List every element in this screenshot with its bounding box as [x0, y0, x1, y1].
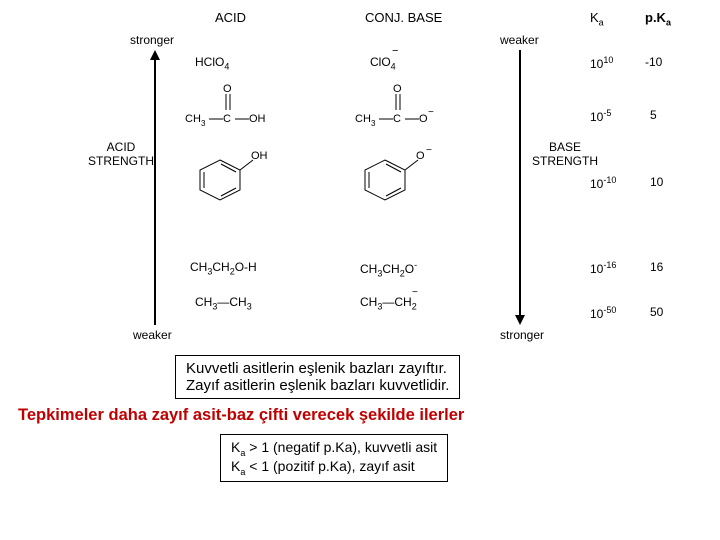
svg-text:O: O — [419, 113, 428, 125]
pka-sub: a — [666, 18, 671, 28]
right-arrow-top-label: weaker — [500, 33, 539, 47]
r4-ka: 10-16 — [590, 260, 616, 276]
r2-base-struct: CH3 C O − O — [355, 82, 445, 137]
svg-text:3: 3 — [201, 119, 206, 128]
r3-ka: 10-10 — [590, 175, 616, 191]
reaction-rule-text: Tepkimeler daha zayıf asit-baz çifti ver… — [18, 406, 464, 425]
left-arrow-bottom-label: weaker — [133, 328, 172, 342]
svg-text:O: O — [393, 83, 402, 95]
svg-text:OH: OH — [249, 113, 266, 125]
r2-pka: 5 — [650, 108, 657, 122]
r3-pka: 10 — [650, 175, 663, 189]
svg-text:C: C — [223, 113, 231, 125]
ka-rule-box: Ka > 1 (negatif p.Ka), kuvvetli asit Ka … — [220, 434, 448, 482]
r4-pka: 16 — [650, 260, 663, 274]
svg-text:OH: OH — [251, 150, 268, 162]
r2-acid-struct: CH3 C OH O — [185, 82, 275, 137]
svg-text:3: 3 — [371, 119, 376, 128]
left-arrow-shaft — [154, 60, 156, 325]
r1-pka: -10 — [645, 55, 662, 69]
r5-ka: 10-50 — [590, 305, 616, 321]
summary-box-1: Kuvvetli asitlerin eşlenik bazları zayıf… — [175, 355, 460, 399]
summary-line1: Kuvvetli asitlerin eşlenik bazları zayıf… — [186, 360, 449, 377]
ka-rule-line2: Ka < 1 (pozitif p.Ka), zayıf asit — [231, 458, 437, 477]
ka-label: K — [590, 10, 599, 25]
ka-rule-line1: Ka > 1 (negatif p.Ka), kuvvetli asit — [231, 439, 437, 458]
header-acid: ACID — [215, 10, 246, 25]
r5-pka: 50 — [650, 305, 663, 319]
summary-line2: Zayıf asitlerin eşlenik bazları kuvvetli… — [186, 377, 449, 394]
acid-strength-label: ACIDSTRENGTH — [88, 140, 154, 169]
svg-text:C: C — [393, 113, 401, 125]
ka-sub: a — [599, 18, 604, 28]
acid-base-chart: ACID CONJ. BASE Ka p.Ka stronger weaker … — [100, 10, 680, 345]
svg-text:CH: CH — [185, 113, 201, 125]
r1-base: −ClO4 — [370, 55, 396, 71]
r1-acid: HClO4 — [195, 55, 229, 71]
r3-base-struct: O − — [360, 145, 440, 220]
header-pka: p.Ka — [645, 10, 671, 28]
svg-text:O: O — [223, 83, 232, 95]
right-arrow-bottom-label: stronger — [500, 328, 544, 342]
r3-acid-struct: OH — [195, 145, 275, 220]
header-conjbase: CONJ. BASE — [365, 10, 442, 25]
svg-text:−: − — [428, 107, 434, 118]
right-arrow-shaft — [519, 50, 521, 315]
right-arrow-head — [515, 315, 525, 325]
r4-acid: CH3CH2O-H — [190, 260, 257, 276]
r5-acid: CH3—CH3 — [195, 295, 252, 311]
svg-text:O: O — [416, 150, 425, 162]
r1-ka: 1010 — [590, 55, 613, 71]
base-strength-label: BASESTRENGTH — [532, 140, 598, 169]
left-arrow-head — [150, 50, 160, 60]
r4-base: CH3CH2O- — [360, 260, 417, 278]
svg-text:−: − — [426, 145, 432, 156]
pka-label: p.K — [645, 10, 666, 25]
header-ka: Ka — [590, 10, 604, 28]
left-arrow-top-label: stronger — [130, 33, 174, 47]
r5-base: −CH3—CH2 — [360, 295, 417, 311]
svg-text:CH: CH — [355, 113, 371, 125]
r2-ka: 10-5 — [590, 108, 611, 124]
